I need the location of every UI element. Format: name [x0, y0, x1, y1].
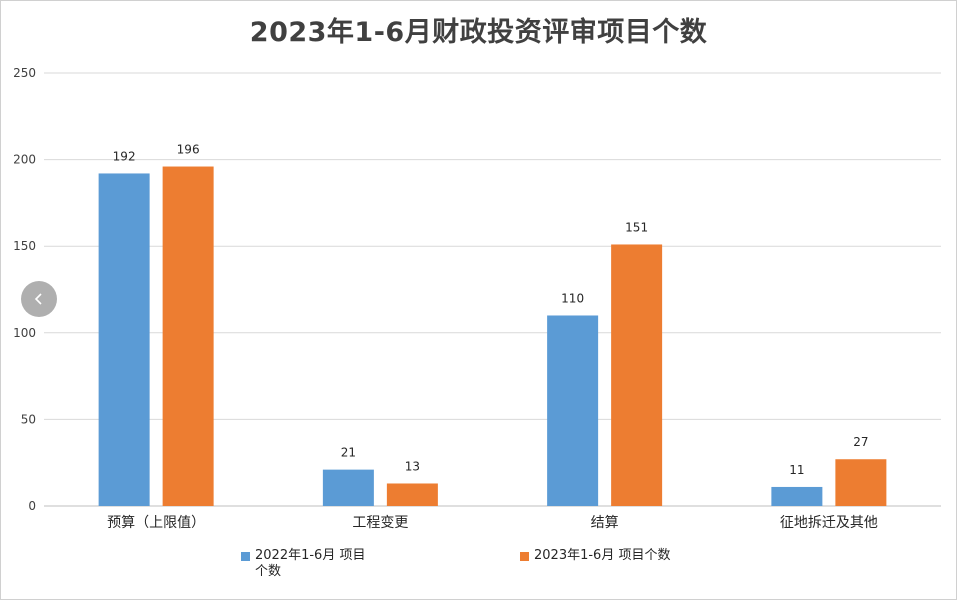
- legend-label-2022-line2: 个数: [255, 564, 282, 579]
- y-tick-label: 100: [13, 326, 36, 340]
- category-label: 征地拆迁及其他: [780, 515, 878, 531]
- data-label: 27: [853, 435, 868, 449]
- bar-2022-2: [547, 315, 599, 506]
- y-tick-label: 250: [13, 66, 36, 80]
- bar-2023-3: [835, 459, 887, 506]
- data-label: 13: [405, 459, 420, 473]
- category-label: 结算: [591, 515, 619, 531]
- bar-2023-2: [611, 244, 663, 506]
- data-label: 192: [113, 149, 136, 163]
- data-label: 11: [789, 463, 804, 477]
- category-label: 工程变更: [352, 515, 408, 531]
- legend-swatch-2023: [520, 552, 529, 561]
- chevron-left-icon: [34, 293, 42, 305]
- labels: 192 196 预算（上限值） 21 13 工程变更 110 151 结算 11 27 征地拆迁及其他: [107, 143, 878, 531]
- y-tick-label: 200: [13, 153, 36, 167]
- legend-swatch-2022: [241, 552, 250, 561]
- legend-label-2023: 2023年1-6月 项目个数: [534, 548, 671, 563]
- bar-2022-3: [771, 486, 823, 506]
- axes: 0 50 100 150 200 250: [13, 66, 36, 513]
- chart-title: 2023年1-6月财政投资评审项目个数: [249, 17, 708, 48]
- bar-2022-1: [322, 469, 374, 506]
- y-tick-label: 50: [21, 412, 36, 426]
- data-label: 21: [341, 446, 356, 460]
- bar-2023-0: [162, 166, 214, 506]
- y-tick-label: 150: [13, 239, 36, 253]
- data-label: 196: [177, 143, 200, 157]
- previous-slide-button[interactable]: [21, 281, 57, 317]
- bars: [98, 166, 887, 506]
- legend-item-2022: 2022年1-6月 项目 个数: [241, 548, 391, 584]
- legend-item-2023: 2023年1-6月 项目个数: [520, 548, 720, 568]
- category-label: 预算（上限值）: [107, 515, 205, 531]
- bar-2023-1: [386, 483, 438, 506]
- bar-2022-0: [98, 173, 150, 506]
- data-label: 151: [625, 220, 648, 234]
- y-tick-label: 0: [28, 499, 36, 513]
- data-label: 110: [561, 291, 584, 305]
- legend-label-2022-line1: 2022年1-6月 项目: [255, 548, 366, 563]
